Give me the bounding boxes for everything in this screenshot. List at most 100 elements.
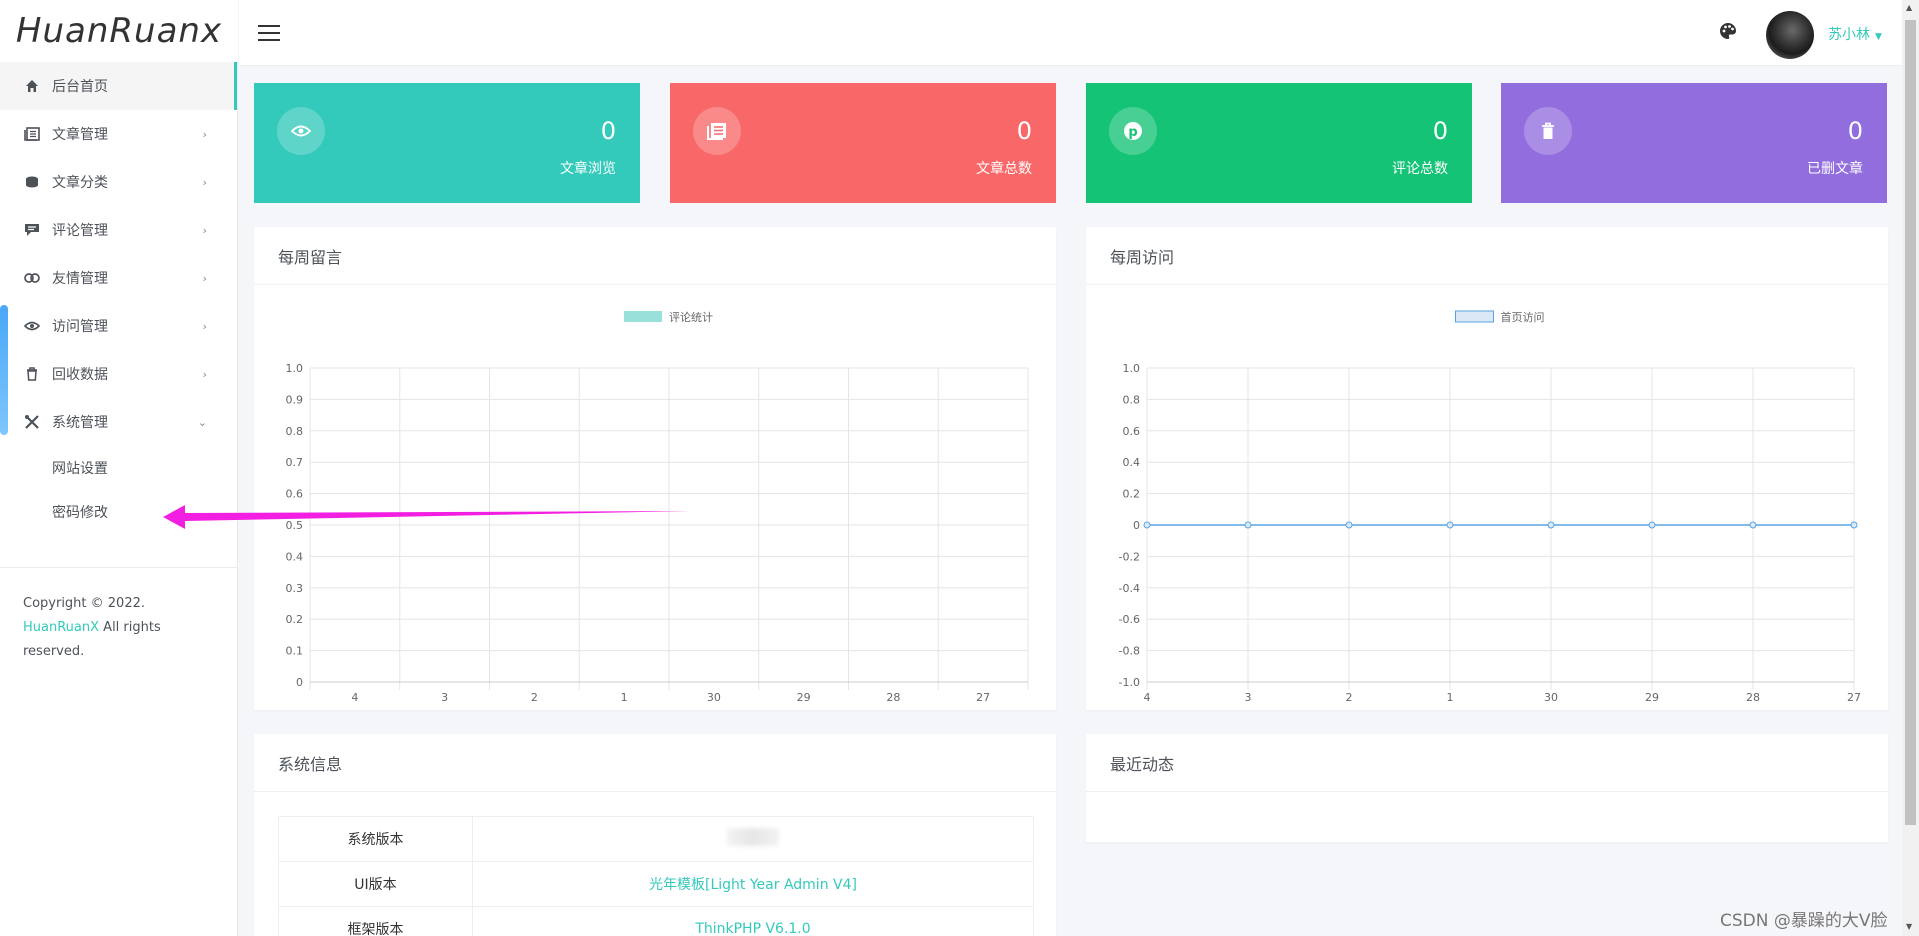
article-icon: [693, 107, 741, 155]
menu-toggle-icon[interactable]: [258, 25, 280, 46]
stat-value: 0: [1432, 117, 1448, 145]
data-point: [1446, 521, 1454, 529]
sidebar-subitem-site-settings[interactable]: 网站设置: [0, 446, 237, 490]
card-recent-activity: 最近动态: [1086, 734, 1888, 842]
scroll-up-icon[interactable]: ▲: [1906, 3, 1913, 12]
legend-label: 首页访问: [1501, 310, 1545, 324]
x-tick-label: 3: [1245, 691, 1252, 704]
comment-icon: [22, 220, 42, 240]
user-menu[interactable]: 苏小林 ▼: [1828, 24, 1882, 44]
sidebar-subitem-label: 密码修改: [52, 505, 108, 521]
y-tick-label: -0.8: [1119, 645, 1140, 658]
table-row: 系统版本: [278, 816, 1034, 862]
sidebar: 后台首页 文章管理 › 文章分类 › 评论管理 › 友情管理 › 访问管理 › …: [0, 62, 238, 936]
table-cell-key: 系统版本: [278, 816, 473, 862]
y-tick-label: 0.3: [286, 582, 304, 595]
link-icon: [22, 268, 42, 288]
legend-swatch: [624, 311, 662, 322]
chevron-right-icon: ›: [202, 271, 207, 285]
brand-logo[interactable]: HuanRuanx: [0, 0, 238, 62]
page-scrollbar[interactable]: ▲ ▼: [1902, 0, 1919, 936]
data-point: [1749, 521, 1757, 529]
scroll-down-icon[interactable]: ▼: [1906, 922, 1913, 931]
stat-label: 评论总数: [1392, 161, 1448, 177]
chevron-right-icon: ›: [202, 367, 207, 381]
stat-value: 0: [1847, 117, 1863, 145]
user-avatar[interactable]: [1766, 11, 1814, 59]
data-point: [1850, 521, 1858, 529]
x-tick-label: 30: [707, 691, 721, 704]
trash-icon: [1524, 107, 1572, 155]
sidebar-subitem-change-password[interactable]: 密码修改: [0, 490, 237, 534]
x-tick-label: 1: [1447, 691, 1454, 704]
copyright-brand-link[interactable]: HuanRuanX: [23, 620, 100, 635]
chevron-down-icon: ⌄: [197, 415, 207, 429]
table-cell-value: [472, 816, 1034, 862]
stat-label: 文章浏览: [560, 161, 616, 177]
chevron-right-icon: ›: [202, 175, 207, 189]
sidebar-scroll-indicator[interactable]: [0, 305, 8, 435]
x-tick-label: 1: [621, 691, 628, 704]
card-title: 最近动态: [1086, 734, 1888, 792]
annotation-arrow: [163, 505, 691, 529]
sidebar-item-label: 访问管理: [52, 319, 108, 335]
y-tick-label: 0: [296, 676, 303, 689]
y-tick-label: 0.5: [286, 519, 304, 532]
scrollbar-thumb[interactable]: [1905, 20, 1916, 825]
sidebar-item-label: 文章管理: [52, 127, 108, 143]
x-tick-label: 2: [1346, 691, 1353, 704]
x-tick-label: 3: [441, 691, 448, 704]
x-tick-label: 2: [531, 691, 538, 704]
x-tick-label: 4: [351, 691, 358, 704]
sidebar-item-articles[interactable]: 文章管理 ›: [0, 110, 237, 158]
y-tick-label: 0.9: [286, 393, 304, 406]
data-point: [1648, 521, 1656, 529]
palette-icon[interactable]: [1719, 22, 1737, 44]
sidebar-item-label: 评论管理: [52, 223, 108, 239]
stat-card-article-views: 0 文章浏览: [254, 83, 640, 203]
blurred-value: [727, 828, 779, 846]
y-tick-label: 0.6: [286, 488, 304, 501]
y-tick-label: -0.2: [1119, 550, 1140, 563]
stat-label: 文章总数: [976, 161, 1032, 177]
sidebar-item-system[interactable]: 系统管理 ⌄: [0, 398, 237, 446]
y-tick-label: 0.6: [1123, 425, 1141, 438]
stat-label: 已删文章: [1807, 161, 1863, 177]
sidebar-item-categories[interactable]: 文章分类 ›: [0, 158, 237, 206]
table-row: UI版本 光年模板[Light Year Admin V4]: [278, 861, 1034, 907]
x-tick-label: 27: [1847, 691, 1861, 704]
line-chart-weekly-visits: 1.0 0.8 0.6 0.4 0.2 0 -0.2 -0.4 -0.6 -0.8 -1.0 4 3 2 1…: [1119, 310, 1861, 704]
x-tick-label: 30: [1544, 691, 1558, 704]
legend-label: 评论统计: [669, 310, 713, 324]
tools-icon: [22, 412, 42, 432]
pinterest-icon: p: [1109, 107, 1157, 155]
table-cell-value[interactable]: ThinkPHP V6.1.0: [472, 906, 1034, 936]
eye-icon: [277, 107, 325, 155]
stat-card-comment-total: p 0 评论总数: [1086, 83, 1472, 203]
x-tick-label: 27: [976, 691, 990, 704]
top-header: 苏小林 ▼: [239, 0, 1919, 66]
caret-down-icon: ▼: [1875, 32, 1882, 42]
x-tick-label: 29: [1645, 691, 1659, 704]
bar-chart-weekly-comments: 1.0 0.9 0.8 0.7 0.6 0.5 0.4 0.3 0.2 0.1 0 4 3 2 1 30 29 2…: [286, 310, 1029, 704]
copyright: Copyright © 2022. HuanRuanX All rights r…: [23, 592, 203, 664]
card-system-info: 系统信息 系统版本 UI版本 光年模板[Light Year Admin V4] …: [254, 734, 1056, 936]
chevron-right-icon: ›: [202, 127, 207, 141]
sidebar-item-links[interactable]: 友情管理 ›: [0, 254, 237, 302]
legend-swatch: [1455, 310, 1494, 323]
stat-card-deleted-articles: 0 已删文章: [1501, 83, 1887, 203]
stat-card-article-total: 0 文章总数: [670, 83, 1056, 203]
y-tick-label: 0.4: [1123, 456, 1141, 469]
y-tick-label: 0.8: [286, 425, 304, 438]
sidebar-item-comments[interactable]: 评论管理 ›: [0, 206, 237, 254]
y-tick-label: 1.0: [1123, 362, 1141, 375]
sidebar-item-visits[interactable]: 访问管理 ›: [0, 302, 237, 350]
chevron-right-icon: ›: [202, 319, 207, 333]
sidebar-item-dashboard[interactable]: 后台首页: [0, 62, 237, 110]
watermark: CSDN @暴躁的大V脸: [1720, 911, 1888, 931]
table-cell-value[interactable]: 光年模板[Light Year Admin V4]: [472, 861, 1034, 907]
data-point: [1547, 521, 1555, 529]
sidebar-item-recycle[interactable]: 回收数据 ›: [0, 350, 237, 398]
data-point: [1244, 521, 1252, 529]
y-tick-label: 0.1: [286, 645, 304, 658]
